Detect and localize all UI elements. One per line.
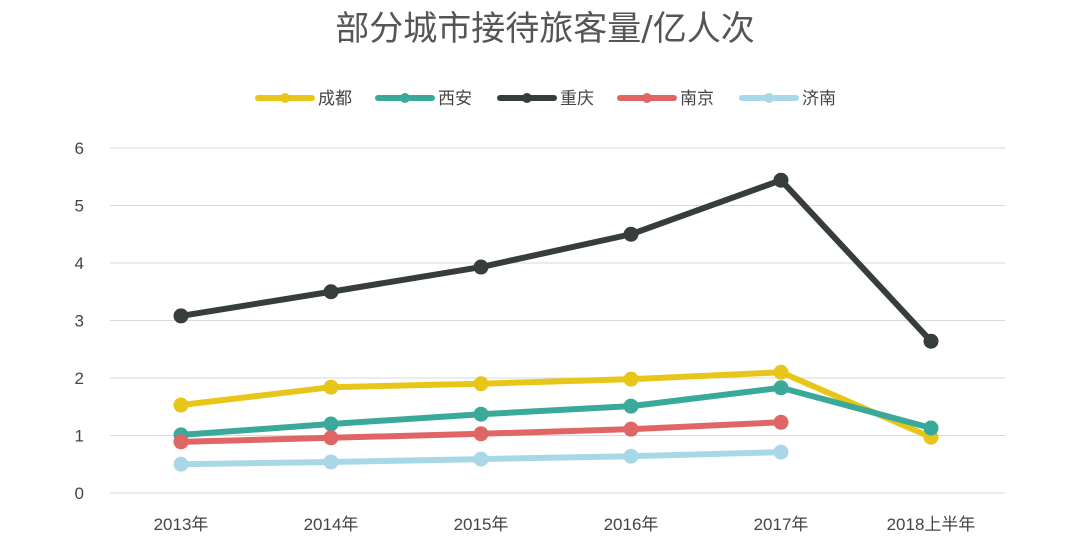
legend-marker	[522, 93, 532, 103]
data-point	[623, 371, 639, 387]
x-tick-label: 2016年	[604, 515, 659, 534]
data-point	[323, 454, 339, 470]
y-tick-label: 1	[75, 427, 84, 446]
data-point	[773, 444, 789, 460]
legend-label: 西安	[438, 89, 472, 109]
data-point	[473, 426, 489, 442]
legend-marker	[642, 93, 652, 103]
series-济南	[173, 444, 789, 472]
y-tick-label: 6	[75, 139, 84, 158]
data-point	[623, 226, 639, 242]
y-tick-label: 4	[75, 254, 84, 273]
data-point	[923, 333, 939, 349]
legend-label: 济南	[802, 89, 836, 109]
data-point	[173, 308, 189, 324]
legend-marker	[764, 93, 774, 103]
data-point	[323, 284, 339, 300]
chart-title: 部分城市接待旅客量/亿人次	[335, 9, 754, 49]
legend-item[interactable]: 重庆	[497, 89, 594, 109]
series-西安	[173, 380, 939, 443]
data-point	[773, 380, 789, 396]
data-point	[623, 421, 639, 437]
data-point	[473, 376, 489, 392]
data-point	[623, 448, 639, 464]
legend-label: 重庆	[560, 89, 594, 109]
data-point	[623, 398, 639, 414]
y-tick-label: 0	[75, 484, 84, 503]
x-tick-label: 2015年	[454, 515, 509, 534]
legend-marker	[400, 93, 410, 103]
series-重庆	[173, 172, 939, 349]
series-line	[178, 369, 934, 441]
data-point	[773, 364, 789, 380]
y-tick-label: 2	[75, 369, 84, 388]
data-point	[173, 397, 189, 413]
data-point	[323, 430, 339, 446]
series-line	[178, 177, 934, 345]
legend-item[interactable]: 成都	[255, 89, 352, 109]
series-南京	[173, 414, 789, 450]
legend-label: 南京	[680, 89, 714, 109]
legend-item[interactable]: 南京	[617, 89, 714, 109]
x-tick-label: 2017年	[754, 515, 809, 534]
data-point	[173, 434, 189, 450]
x-tick-label: 2013年	[154, 515, 209, 534]
data-point	[473, 451, 489, 467]
data-point	[473, 406, 489, 422]
legend-label: 成都	[318, 89, 352, 109]
data-point	[323, 379, 339, 395]
data-point	[773, 414, 789, 430]
legend-marker	[280, 93, 290, 103]
series-line	[178, 384, 934, 438]
x-tick-label: 2014年	[304, 515, 359, 534]
data-point	[473, 259, 489, 275]
x-tick-label: 2018上半年	[887, 515, 976, 534]
y-tick-label: 5	[75, 197, 84, 216]
legend-item[interactable]: 济南	[739, 89, 836, 109]
data-point	[323, 416, 339, 432]
data-point	[923, 420, 939, 436]
data-point	[773, 172, 789, 188]
data-point	[173, 456, 189, 472]
y-tick-label: 3	[75, 312, 84, 331]
legend-item[interactable]: 西安	[375, 89, 472, 109]
